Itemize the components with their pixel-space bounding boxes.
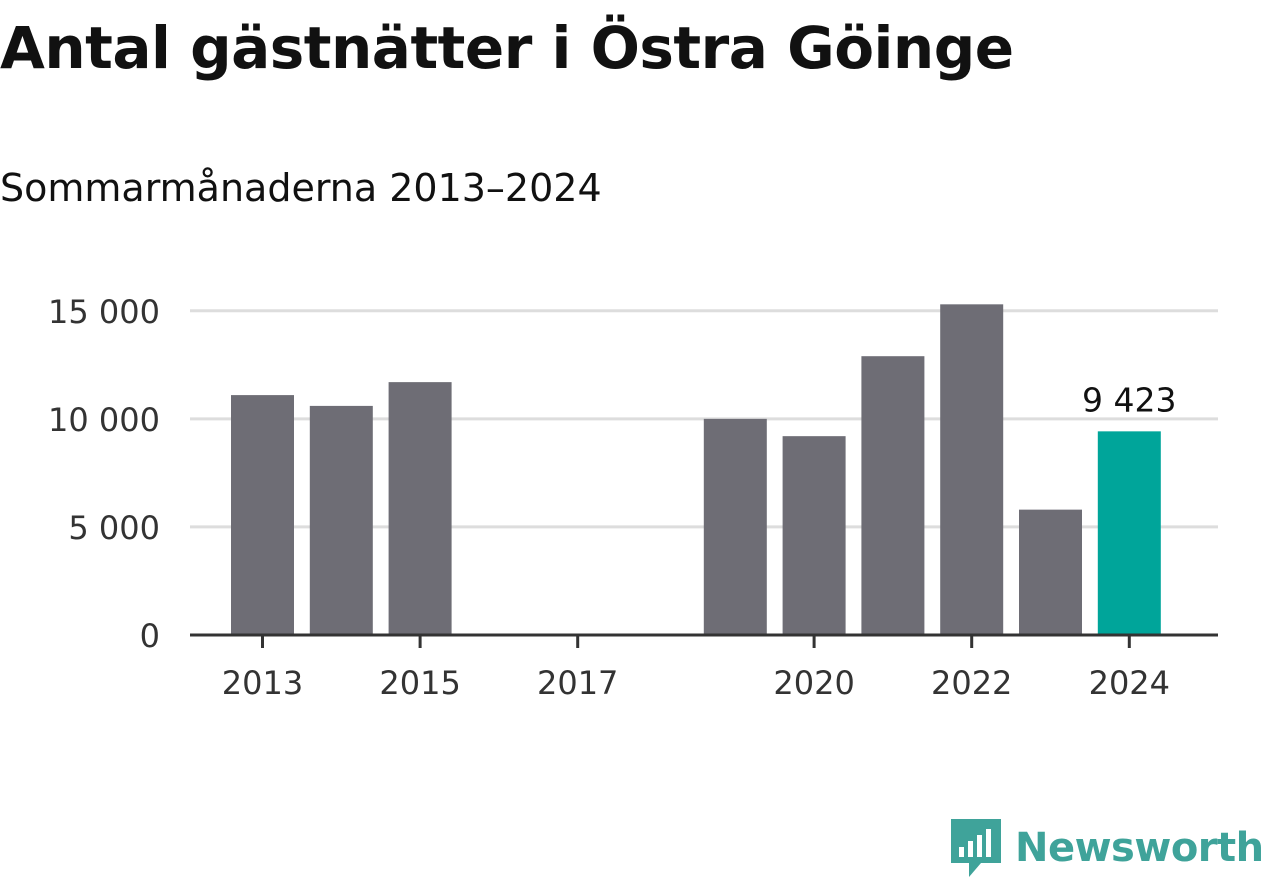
x-tick-label: 2017 [537,664,618,702]
x-tick-label: 2015 [379,664,460,702]
bar-value-label: 9 423 [1082,380,1176,419]
y-tick-label: 0 [140,617,160,655]
bars [231,304,1161,635]
brand-name: Newsworthy [1015,825,1262,871]
bar-2014 [309,405,373,635]
newsworthy-brand: Newsworthy [951,818,1262,878]
bar-2015 [388,382,452,635]
x-tick-label: 2013 [222,664,303,702]
y-axis: 0 5 000 10 000 15 000 [48,293,160,655]
chart-title: Antal gästnätter i Östra Göinge [0,14,1014,82]
bar-2023 [1019,509,1082,635]
newsworthy-logo-icon [951,819,1001,877]
y-tick-label: 5 000 [68,509,160,547]
y-tick-label: 10 000 [48,401,160,439]
y-tick-label: 15 000 [48,293,160,331]
bar-2024 [1097,431,1161,635]
x-tick-label: 2022 [931,664,1012,702]
bar-2021 [861,356,925,635]
bar-2022 [940,304,1004,635]
x-tick-label: 2024 [1089,664,1170,702]
x-axis: 2013 2015 2017 2020 2022 2024 [190,633,1218,702]
bar-2019 [703,418,767,635]
x-tick-label: 2020 [773,664,854,702]
bar-2020 [782,436,846,635]
bar-2013 [231,395,294,635]
chart-subtitle: Sommarmånaderna 2013–2024 [0,166,602,210]
data-labels: 9 423 [1082,380,1176,419]
